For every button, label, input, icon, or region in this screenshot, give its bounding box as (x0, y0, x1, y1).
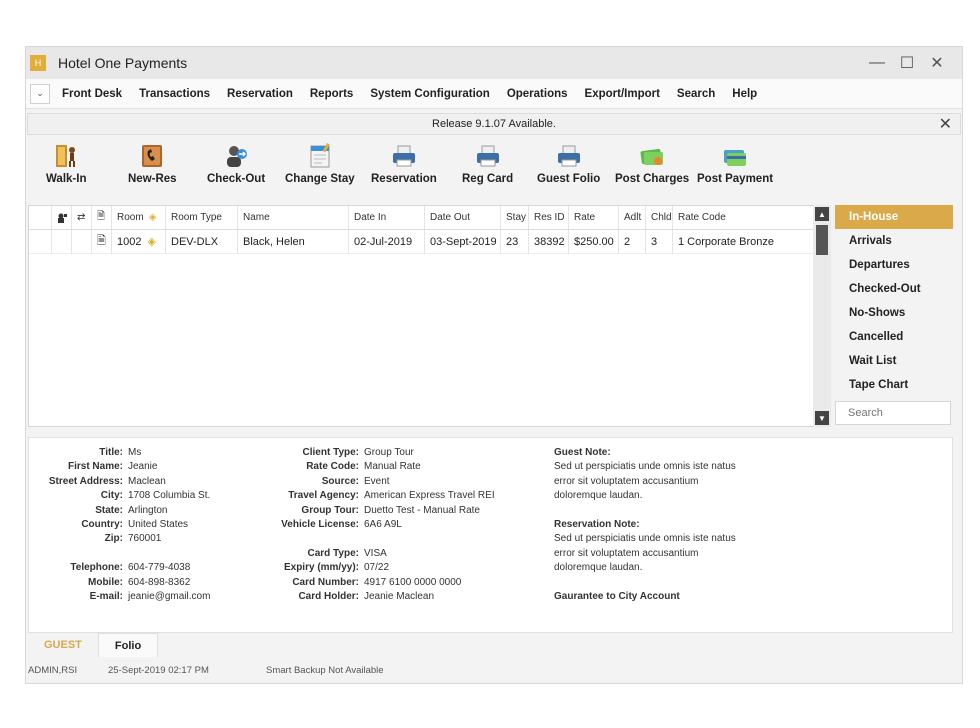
document-icon[interactable]: 🗎 (92, 206, 112, 229)
guest-status-icon[interactable] (52, 206, 72, 229)
guest-note-line: doloremque laudan. (554, 490, 643, 502)
window-title: Hotel One Payments (58, 55, 188, 71)
scroll-thumb[interactable] (816, 225, 828, 255)
in-house-grid: ⇄ 🗎 Room ◈ Room Type Name Date In Date Ou… (28, 205, 831, 427)
side-item-wait-list[interactable]: Wait List (849, 355, 897, 367)
search-input[interactable] (835, 401, 951, 425)
tab-guest[interactable]: GUEST (28, 633, 98, 657)
toolbar: Walk-In New-Res Check-Out Change Stay Re… (26, 135, 962, 195)
reg-card-printer-icon (475, 143, 501, 169)
side-item-departures[interactable]: Departures (849, 259, 910, 271)
close-icon[interactable]: ✕ (930, 55, 944, 72)
side-item-in-house[interactable]: In-House (835, 205, 953, 229)
grid-header: ⇄ 🗎 Room ◈ Room Type Name Date In Date Ou… (29, 206, 830, 230)
reg-card-button[interactable]: Reg Card (462, 143, 513, 185)
status-backup: Smart Backup Not Available (266, 664, 384, 676)
guest-info: Title: Ms First Name: Jeanie Street Addres… (48, 447, 211, 602)
side-item-no-shows[interactable]: No-Shows (849, 307, 906, 319)
post-charges-button[interactable]: Post Charges (615, 143, 689, 185)
menu-reservation[interactable]: Reservation (227, 87, 293, 100)
col-adlt[interactable]: Adlt (619, 206, 646, 229)
new-res-icon (139, 143, 165, 169)
col-stay[interactable]: Stay (501, 206, 529, 229)
guarantee-text: Gaurantee to City Account (554, 591, 680, 603)
col-date-out[interactable]: Date Out (425, 206, 501, 229)
status-datetime: 25-Sept-2019 02:17 PM (108, 664, 209, 676)
status-bar: ADMIN,RSI 25-Sept-2019 02:17 PM Smart Ba… (28, 661, 384, 679)
close-banner-icon[interactable]: ✕ (938, 116, 952, 133)
release-banner: Release 9.1.07 Available. ✕ (27, 113, 961, 135)
new-res-button[interactable]: New-Res (128, 143, 177, 185)
row-document-icon[interactable]: 🗎 (92, 230, 112, 253)
reservation-note-line: doloremque laudan. (554, 562, 643, 574)
check-out-button[interactable]: Check-Out (207, 143, 265, 185)
repeat-icon[interactable]: ⇄ (72, 206, 92, 229)
side-item-tape-chart[interactable]: Tape Chart (849, 379, 909, 391)
guest-detail-panel: Title: Ms First Name: Jeanie Street Addres… (28, 437, 953, 633)
reservation-printer-icon (391, 143, 417, 169)
side-item-cancelled[interactable]: Cancelled (849, 331, 904, 343)
reservation-note-line: Sed ut perspiciatis unde omnis iste natu… (554, 533, 736, 545)
tab-folio[interactable]: Folio (97, 633, 159, 657)
side-item-checked-out[interactable]: Checked-Out (849, 283, 921, 295)
side-item-arrivals[interactable]: Arrivals (849, 235, 892, 247)
guest-folio-printer-icon (556, 143, 582, 169)
menu-reports[interactable]: Reports (309, 87, 354, 100)
minimize-icon[interactable]: — (869, 54, 885, 71)
menu-transactions[interactable]: Transactions (139, 87, 211, 100)
change-stay-button[interactable]: Change Stay (285, 143, 355, 185)
guest-folio-button[interactable]: Guest Folio (537, 143, 600, 185)
col-rate[interactable]: Rate (569, 206, 619, 229)
notes: Guest Note: Sed ut perspiciatis unde omn… (554, 446, 736, 604)
col-name[interactable]: Name (238, 206, 349, 229)
col-date-in[interactable]: Date In (349, 206, 425, 229)
post-charges-icon (639, 143, 665, 169)
walk-in-icon (53, 143, 79, 169)
guest-note-line: error sit voluptatem accusantium (554, 475, 699, 487)
menu-export-import[interactable]: Export/Import (584, 87, 660, 100)
guest-note-line: Sed ut perspiciatis unde omnis iste natu… (554, 461, 736, 473)
menu-operations[interactable]: Operations (506, 87, 568, 100)
check-out-icon (223, 143, 249, 169)
menu-system-configuration[interactable]: System Configuration (370, 87, 490, 100)
menu-bar: ⌄ Front Desk Transactions Reservation Re… (26, 79, 962, 109)
detail-tabs: GUEST Folio (28, 633, 159, 657)
room-diamond-icon: ◈ (147, 236, 156, 248)
col-rate-code[interactable]: Rate Code (678, 212, 726, 223)
scroll-up-icon[interactable]: ▲ (815, 207, 829, 221)
post-payment-button[interactable]: Post Payment (697, 143, 773, 185)
reservation-note-line: error sit voluptatem accusantium (554, 547, 699, 559)
reservation-note-label: Reservation Note: (554, 519, 640, 531)
app-window: H Hotel One Payments — ☐ ✕ ⌄ Front Desk … (25, 46, 963, 684)
change-stay-icon (307, 143, 333, 169)
walk-in-button[interactable]: Walk-In (46, 143, 86, 185)
chevron-down-icon[interactable]: ⌄ (30, 83, 50, 104)
grid-scrollbar[interactable]: ▲ ▼ (813, 205, 831, 427)
release-text: Release 9.1.07 Available. (432, 118, 556, 130)
guest-note-label: Guest Note: (554, 447, 611, 458)
menu-front-desk[interactable]: Front Desk (62, 87, 123, 100)
maximize-icon[interactable]: ☐ (899, 55, 915, 72)
table-row[interactable]: 🗎 1002 ◈ DEV-DLX Black, Helen 02-Jul-2019… (29, 230, 830, 254)
col-chld[interactable]: Chld (646, 206, 673, 229)
title-bar: H Hotel One Payments — ☐ ✕ (26, 47, 962, 79)
col-room-type[interactable]: Room Type (166, 206, 238, 229)
post-payment-icon (722, 143, 748, 169)
col-res-id[interactable]: Res ID (529, 206, 569, 229)
scroll-down-icon[interactable]: ▼ (815, 411, 829, 425)
menu-search[interactable]: Search (676, 87, 716, 100)
room-filter-icon: ◈ (148, 212, 157, 223)
menu-help[interactable]: Help (732, 87, 758, 100)
status-user: ADMIN,RSI (28, 664, 78, 676)
col-room: Room (117, 212, 144, 223)
reservation-print-button[interactable]: Reservation (371, 143, 437, 185)
view-list: In-House Arrivals Departures Checked-Out… (835, 205, 953, 425)
booking-info: Client Type: Group Tour Rate Code: Manual … (281, 447, 495, 602)
app-logo-icon: H (30, 55, 46, 71)
